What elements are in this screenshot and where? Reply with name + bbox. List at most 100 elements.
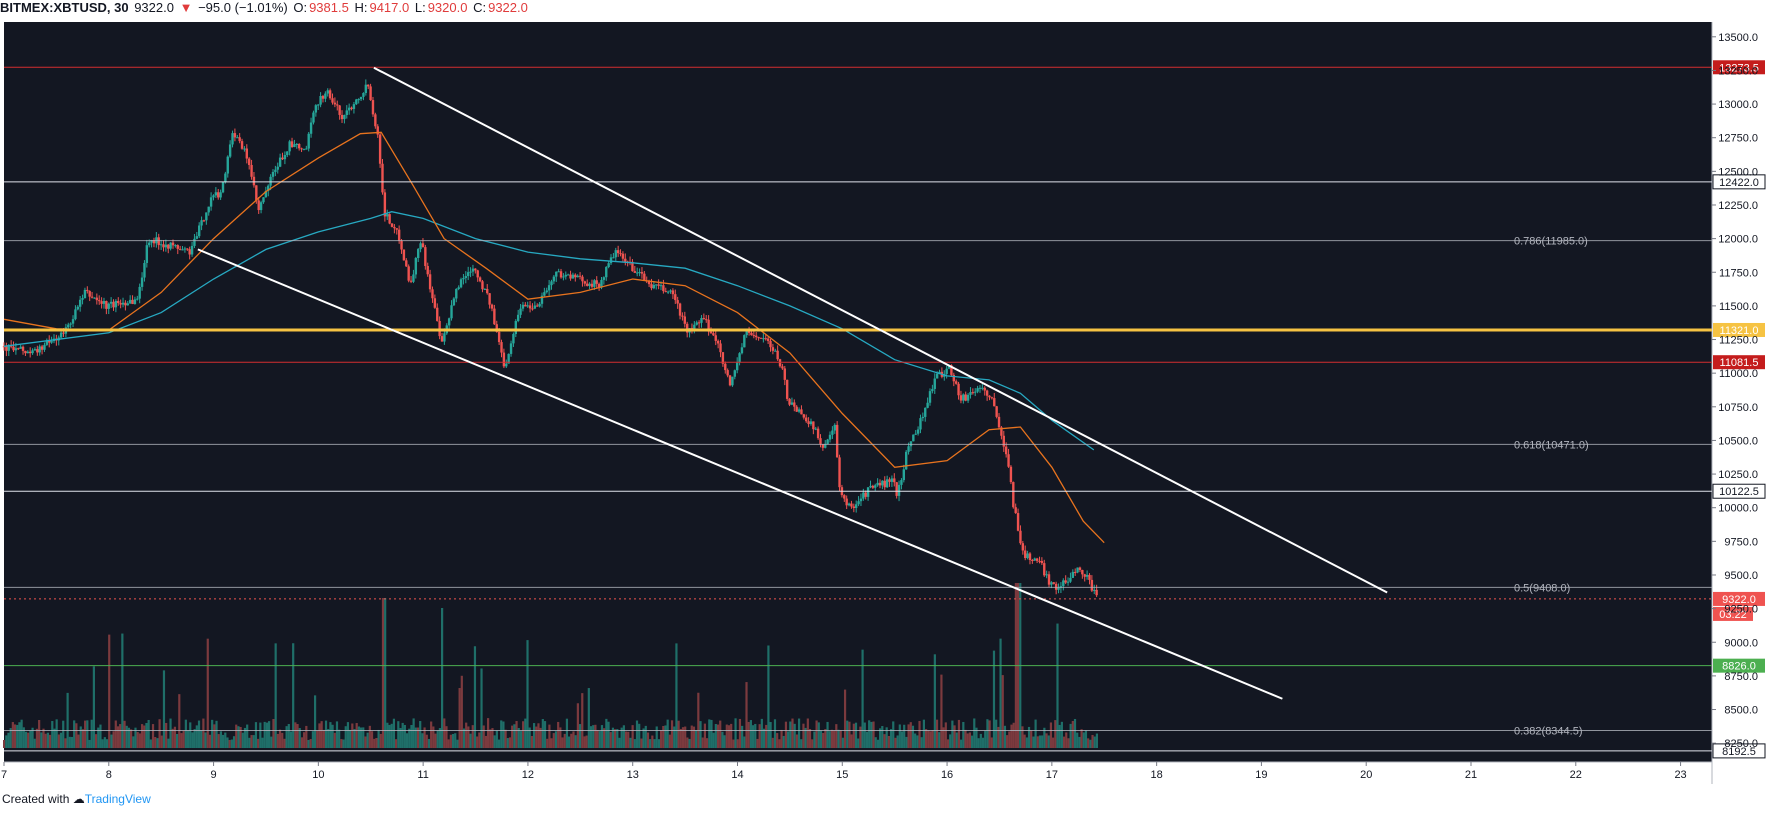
volume-bar xyxy=(379,733,382,748)
candle-body xyxy=(655,284,658,286)
volume-bar xyxy=(342,739,345,748)
candle-body xyxy=(126,303,129,306)
candle-body xyxy=(1012,482,1015,508)
volume-bar xyxy=(94,734,98,748)
volume-bar xyxy=(35,728,39,748)
candle-body xyxy=(328,90,332,99)
candle-body xyxy=(1007,454,1010,467)
volume-bar xyxy=(1089,739,1092,748)
candle-body xyxy=(7,345,10,351)
candle-body xyxy=(521,304,525,309)
candle-body xyxy=(178,248,182,250)
open-label: O: xyxy=(293,0,308,15)
candle-body xyxy=(131,299,134,305)
volume-bar xyxy=(502,721,505,748)
close-value: 9322.0 xyxy=(488,0,528,15)
candle-body xyxy=(217,192,220,198)
volume-bar xyxy=(40,732,43,748)
volume-bar xyxy=(968,732,971,748)
volume-bar xyxy=(486,718,490,748)
candle-body xyxy=(714,335,717,341)
candle-body xyxy=(209,197,213,207)
volume-bar xyxy=(548,724,551,748)
volume-bar xyxy=(975,727,978,748)
volume-bar xyxy=(287,723,290,748)
candle-body xyxy=(397,229,401,241)
volume-bar xyxy=(837,729,840,748)
candle-body xyxy=(24,350,27,354)
candle-body xyxy=(302,148,306,150)
volume-bar xyxy=(1047,735,1050,748)
volume-bar xyxy=(224,732,227,748)
volume-bar xyxy=(528,727,531,748)
volume-bar xyxy=(688,738,691,748)
volume-bar xyxy=(101,739,104,748)
volume-bar xyxy=(957,719,961,748)
candle-body xyxy=(1038,560,1041,562)
y-tick-label: 13000.0 xyxy=(1718,99,1758,111)
candle-body xyxy=(745,329,748,336)
candle-body xyxy=(538,303,541,307)
volume-bar xyxy=(935,719,939,748)
candle-body xyxy=(619,253,622,255)
candle-body xyxy=(259,202,263,211)
volume-bar xyxy=(48,734,52,748)
volume-bar xyxy=(42,728,45,748)
candle-body xyxy=(857,501,860,505)
volume-bar xyxy=(852,723,855,748)
volume-bar xyxy=(872,721,875,748)
y-tick-label: 11000.0 xyxy=(1719,368,1758,380)
y-tick-label: 12750.0 xyxy=(1718,133,1758,145)
candle-body xyxy=(136,298,139,300)
volume-bar xyxy=(469,733,472,748)
volume-bar xyxy=(927,730,930,748)
symbol-title[interactable]: BITMEX:XBTUSD, 30 xyxy=(0,0,129,15)
volume-bar xyxy=(1038,735,1042,748)
volume-bar xyxy=(1082,732,1085,748)
candle-body xyxy=(909,441,913,447)
volume-bar xyxy=(311,731,314,748)
volume-bar xyxy=(458,688,461,748)
volume-bar xyxy=(830,729,834,748)
fib-level-label: 0.618(10471.0) xyxy=(1514,439,1589,451)
candle-body xyxy=(1090,579,1094,591)
candle-body xyxy=(900,480,903,485)
volume-bar xyxy=(767,645,770,748)
candles xyxy=(2,79,1098,598)
candle-body xyxy=(581,276,584,282)
volume-bar xyxy=(522,721,525,748)
volume-bar xyxy=(815,720,818,748)
volume-bar xyxy=(986,719,989,748)
candle-body xyxy=(286,151,289,156)
candle-body xyxy=(800,409,803,415)
price-chart[interactable]: 0.786(11985.0) 0.618(10471.0) 0.5(9408.0) 0… xyxy=(0,20,1784,790)
candle-body xyxy=(835,424,839,458)
candle-body xyxy=(897,484,901,496)
candle-body xyxy=(490,304,494,309)
candle-body xyxy=(950,365,953,375)
candle-body xyxy=(893,478,896,483)
volume-bar xyxy=(697,692,700,748)
candle-body xyxy=(478,277,482,282)
candle-body xyxy=(381,163,384,193)
candle-body xyxy=(952,374,955,382)
volume-bar xyxy=(180,733,183,748)
volume-bar xyxy=(789,721,792,748)
volume-bar xyxy=(38,720,41,748)
volume-bar xyxy=(712,732,715,748)
candle-body xyxy=(431,289,434,299)
volume-bar xyxy=(154,737,157,748)
tradingview-brand[interactable]: TradingView xyxy=(84,792,151,806)
volume-bar xyxy=(114,720,117,748)
volume-bar xyxy=(631,725,634,748)
candle-body xyxy=(162,244,165,248)
volume-bar xyxy=(1080,729,1083,748)
candle-body xyxy=(864,492,867,497)
volume-bar xyxy=(822,732,825,748)
candle-body xyxy=(250,164,253,177)
candle-body xyxy=(919,418,922,430)
volume-bar xyxy=(627,731,630,748)
level-price-tag xyxy=(1713,658,1765,673)
volume-bar xyxy=(751,725,755,748)
countdown-tag xyxy=(1713,606,1753,621)
